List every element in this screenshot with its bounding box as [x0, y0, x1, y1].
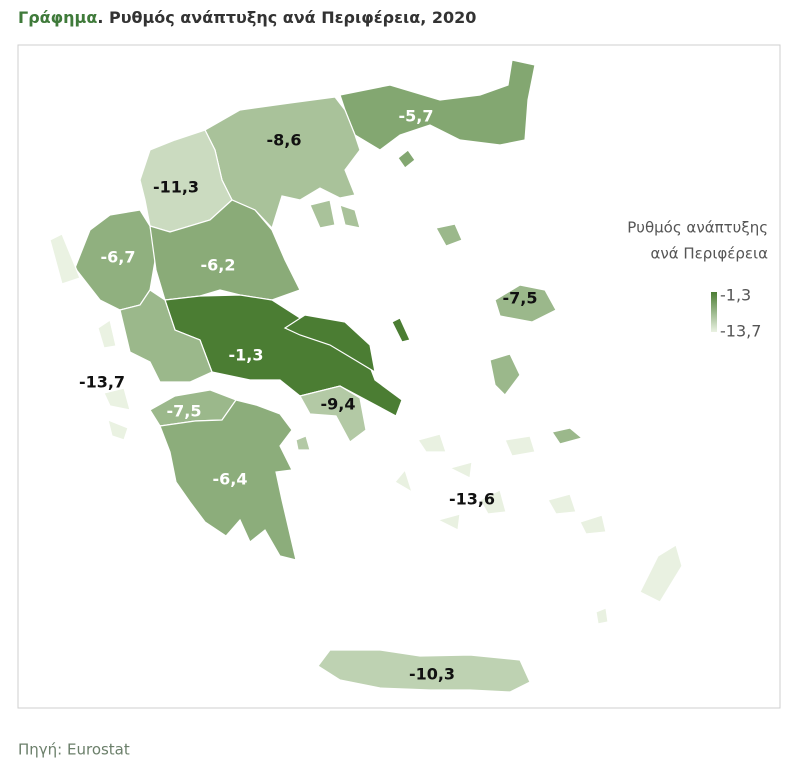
chart-title: Γράφημα. Ρυθμός ανάπτυξης ανά Περιφέρεια… — [18, 8, 476, 27]
region-shape — [489, 353, 521, 396]
region-shape — [579, 514, 607, 535]
region — [435, 223, 584, 445]
region-shape — [97, 319, 117, 349]
data-label: -1,3 — [229, 346, 264, 365]
region-shape — [479, 489, 507, 515]
region — [139, 129, 233, 233]
data-label: -9,4 — [321, 395, 356, 414]
data-label: -10,3 — [409, 665, 455, 684]
legend-colorbar — [711, 292, 717, 332]
region-shape — [394, 468, 414, 494]
region-shape — [391, 317, 411, 343]
region-shape — [159, 399, 297, 561]
region-shape — [417, 433, 447, 453]
region-shape — [103, 387, 131, 411]
data-label: -6,7 — [101, 248, 136, 267]
region-shape — [283, 314, 376, 374]
legend-min-label: -13,7 — [720, 322, 761, 341]
legend-title: Ρυθμός ανάπτυξης — [627, 219, 768, 237]
data-label: -8,6 — [267, 131, 302, 150]
data-label: -13,6 — [449, 490, 495, 509]
region — [49, 233, 131, 441]
region-shape — [595, 607, 609, 625]
region-shape — [547, 493, 577, 515]
region — [164, 294, 411, 417]
region-shape — [309, 199, 336, 229]
region-shape — [139, 129, 233, 233]
legend-title: ανά Περιφέρεια — [650, 245, 768, 263]
data-label: -6,4 — [213, 470, 248, 489]
region — [317, 649, 531, 693]
source: Πηγή: Eurostat — [18, 741, 130, 759]
title-label: Γράφημα — [18, 8, 97, 27]
data-label: -13,7 — [79, 373, 125, 392]
region-shape — [49, 233, 81, 285]
region — [159, 399, 297, 561]
region-shape — [119, 289, 213, 383]
labels: -5,7 -8,6 -11,3 -6,7 -6,2 -1,3 -13,7 -9,4 -7,5 -7… — [79, 107, 538, 684]
region — [339, 59, 536, 169]
region-shape — [299, 385, 367, 443]
title-text: . Ρυθμός ανάπτυξης ανά Περιφέρεια, 2020 — [97, 8, 476, 27]
legend-max-label: -1,3 — [720, 286, 751, 305]
region-shape — [551, 427, 584, 445]
legend: Ρυθμός ανάπτυξης ανά Περιφέρεια -1,3 -13,7 — [627, 219, 768, 341]
region-shape — [436, 513, 461, 531]
map — [49, 59, 683, 693]
data-label: -6,2 — [201, 256, 236, 275]
data-label: -7,5 — [503, 289, 538, 308]
region-shape — [295, 435, 311, 451]
data-label: -7,5 — [167, 402, 202, 421]
data-label: -11,3 — [153, 178, 199, 197]
map-frame — [17, 44, 781, 709]
region-shape — [504, 435, 536, 457]
region — [394, 433, 683, 625]
region-shape — [397, 149, 416, 169]
region-shape — [339, 204, 361, 229]
data-label: -5,7 — [399, 107, 434, 126]
region-shape — [107, 419, 129, 441]
region — [119, 289, 237, 427]
region-shape — [448, 461, 473, 479]
region-shape — [317, 649, 531, 693]
region — [295, 385, 367, 451]
region-shape — [639, 544, 683, 603]
region-shape — [435, 223, 463, 247]
region-shape — [494, 284, 557, 323]
region-shape — [339, 59, 536, 151]
